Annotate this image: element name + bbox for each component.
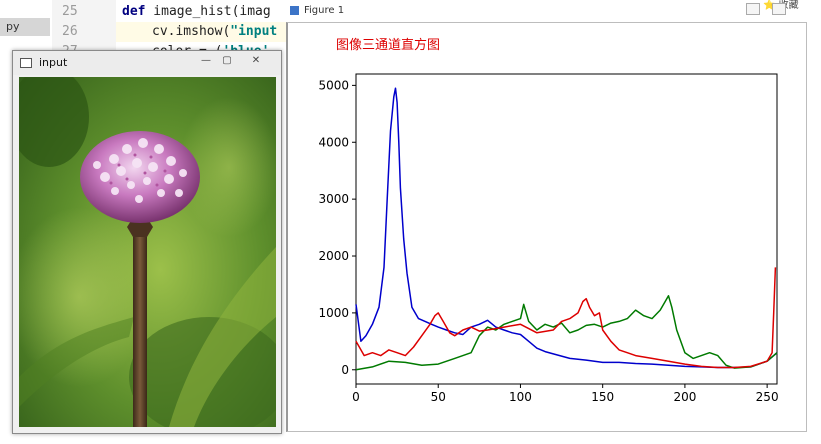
line-number: 25 bbox=[62, 4, 78, 19]
y-tick-label: 0 bbox=[341, 363, 349, 377]
figure-title: Figure 1 bbox=[304, 5, 345, 16]
y-tick-label: 4000 bbox=[318, 135, 349, 149]
y-tick-label: 3000 bbox=[318, 192, 349, 206]
code-text: image_hist(imag bbox=[145, 4, 271, 19]
red-channel-line bbox=[355, 267, 777, 369]
current-line-highlight bbox=[116, 22, 290, 42]
maximize-icon[interactable] bbox=[772, 3, 786, 15]
minimize-icon[interactable] bbox=[746, 3, 760, 15]
flower-photo bbox=[19, 77, 276, 427]
string-literal: "input bbox=[230, 24, 278, 39]
figure-app-icon bbox=[290, 6, 299, 15]
x-tick-label: 100 bbox=[509, 390, 532, 404]
window-app-icon bbox=[20, 58, 32, 68]
window-title: input bbox=[39, 56, 68, 69]
maximize-icon[interactable]: ▢ bbox=[222, 55, 232, 66]
x-tick-label: 0 bbox=[352, 390, 360, 404]
figure-canvas-frame bbox=[286, 22, 807, 432]
x-tick-label: 200 bbox=[673, 390, 696, 404]
x-tick-label: 250 bbox=[756, 390, 779, 404]
input-image-window[interactable]: input — ▢ ✕ bbox=[12, 50, 282, 434]
matplotlib-figure-window[interactable]: Figure 1 ⭐ 收藏 图像三通道直方图 0 50 100 150 200 250 0 10… bbox=[286, 0, 821, 444]
x-tick-label: 150 bbox=[591, 390, 614, 404]
keyword: def bbox=[122, 4, 146, 19]
code-text: cv.imshow( bbox=[152, 24, 231, 39]
x-tick-label: 50 bbox=[431, 390, 446, 404]
project-panel-tab[interactable]: py bbox=[0, 18, 50, 36]
figure-titlebar[interactable]: Figure 1 ⭐ 收藏 bbox=[286, 0, 821, 22]
window-titlebar[interactable]: input — ▢ ✕ bbox=[13, 51, 281, 75]
minimize-icon[interactable]: — bbox=[201, 55, 211, 66]
histogram-chart: 图像三通道直方图 0 50 100 150 200 250 0 1000 2000 3000 4000… bbox=[318, 37, 779, 404]
y-tick-label: 5000 bbox=[318, 78, 349, 92]
chart-title: 图像三通道直方图 bbox=[336, 37, 440, 53]
line-number: 26 bbox=[62, 24, 78, 39]
code-line[interactable]: def image_hist(imag bbox=[122, 4, 271, 19]
blue-channel-line bbox=[355, 87, 778, 369]
code-line[interactable]: cv.imshow("input bbox=[152, 24, 277, 39]
close-icon[interactable]: ✕ bbox=[251, 55, 261, 66]
y-tick-label: 1000 bbox=[318, 306, 349, 320]
y-tick-label: 2000 bbox=[318, 249, 349, 263]
flower-image bbox=[19, 77, 276, 427]
plot-frame bbox=[355, 73, 778, 385]
green-channel-line bbox=[355, 295, 778, 371]
